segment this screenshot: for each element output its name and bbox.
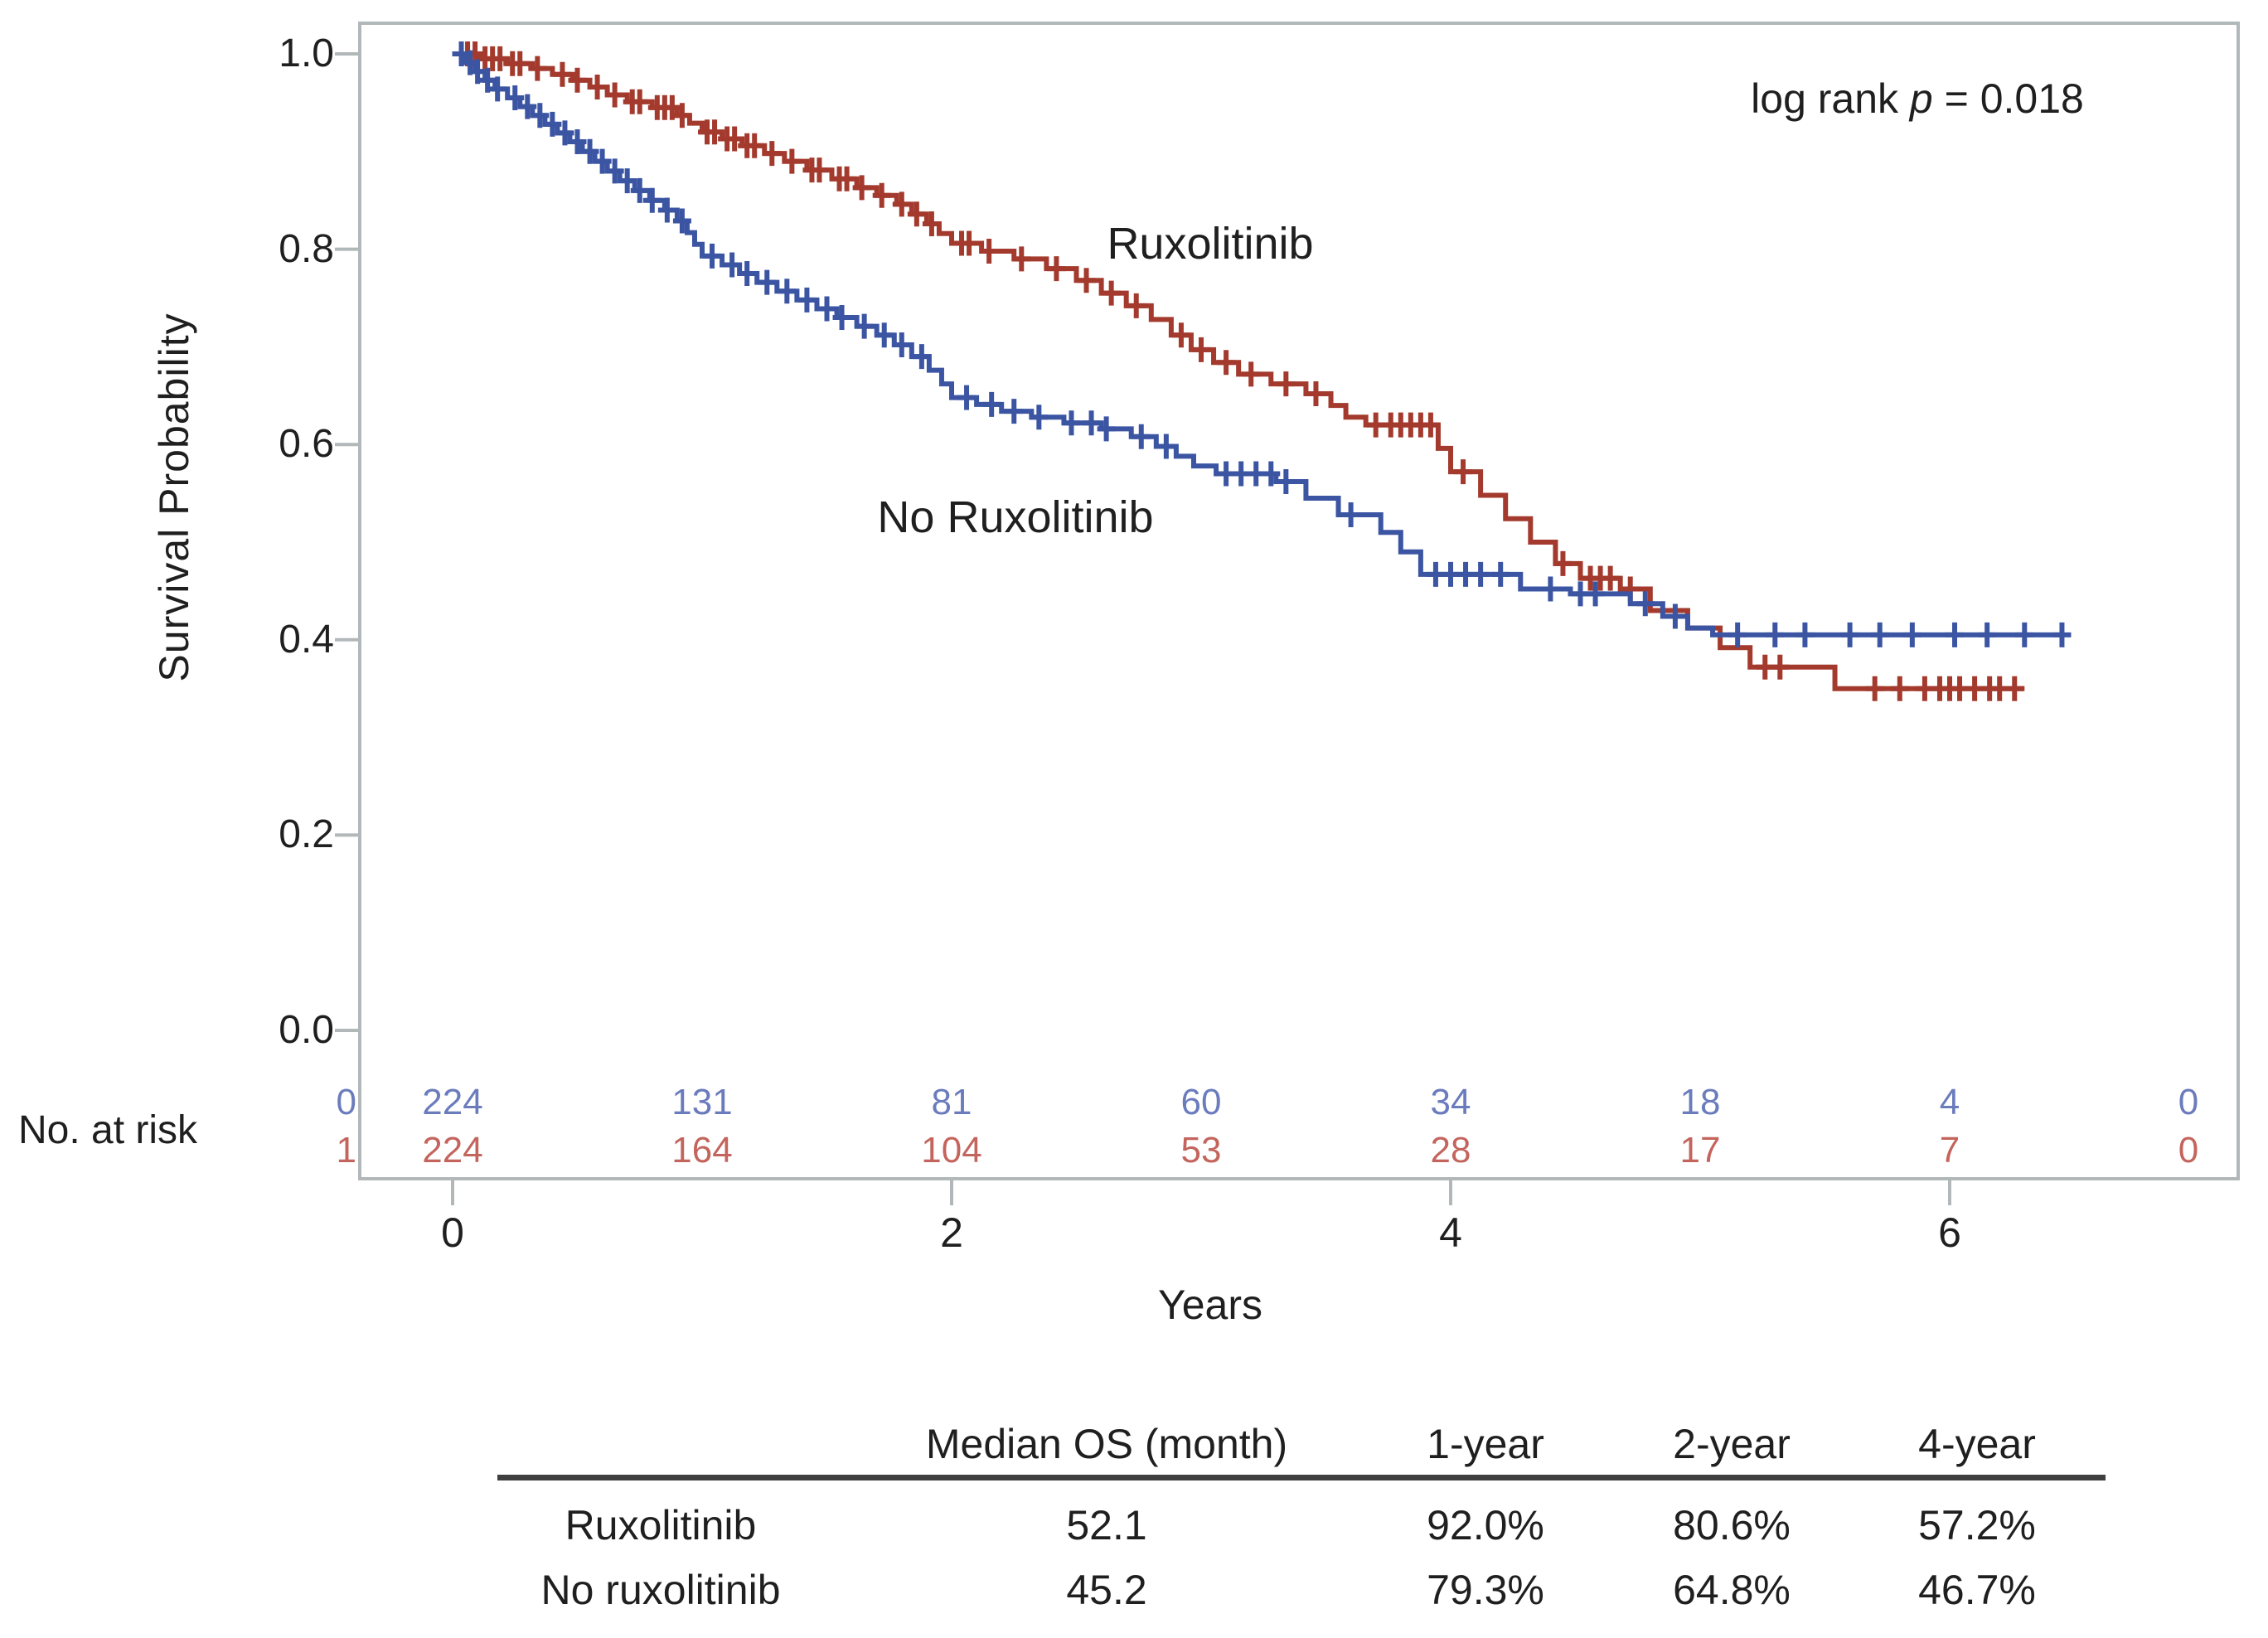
at-risk-count: 164 [671, 1130, 733, 1170]
at-risk-count: 17 [1679, 1130, 1721, 1170]
at-risk-count: 34 [1430, 1082, 1471, 1122]
at-risk-title: No. at risk [18, 1108, 198, 1152]
summary-value: 92.0% [1427, 1502, 1544, 1548]
summary-header-median-os: Median OS (month) [925, 1421, 1288, 1467]
y-axis-title: Survival Probability [151, 313, 197, 682]
curve-label-ruxolitinib: Ruxolitinib [1107, 219, 1314, 269]
summary-header-1-year: 1-year [1427, 1421, 1544, 1467]
summary-table-rule [497, 1475, 2106, 1480]
summary-value: 64.8% [1673, 1567, 1791, 1613]
at-risk-count: 224 [422, 1082, 483, 1122]
summary-header-4-year: 4-year [1918, 1421, 2036, 1467]
summary-header-2-year: 2-year [1673, 1421, 1791, 1467]
at-risk-count: 131 [671, 1082, 733, 1122]
summary-value: 57.2% [1918, 1502, 2036, 1548]
at-risk-count: 0 [2178, 1082, 2199, 1122]
at-risk-count: 4 [1939, 1082, 1960, 1122]
y-tick-label-0.2: 0.2 [279, 812, 334, 856]
x-tick-label-4: 4 [1439, 1209, 1462, 1256]
log-rank-p-symbol: p [1909, 75, 1933, 122]
summary-value: 52.1 [1066, 1502, 1147, 1548]
at-risk-count: 81 [931, 1082, 972, 1122]
summary-value: 79.3% [1427, 1567, 1544, 1613]
y-tick-label-0.8: 0.8 [279, 227, 334, 271]
at-risk-count: 0 [2178, 1130, 2199, 1170]
at-risk-count: 104 [921, 1130, 982, 1170]
at-risk-count: 60 [1180, 1082, 1222, 1122]
x-tick-label-2: 2 [940, 1209, 963, 1256]
at-risk-count: 7 [1939, 1130, 1960, 1170]
summary-value: 80.6% [1673, 1502, 1791, 1548]
y-tick-label-1.0: 1.0 [279, 32, 334, 75]
summary-row-label: No ruxolitinib [540, 1567, 781, 1613]
log-rank-value: = 0.018 [1932, 75, 2084, 122]
at-risk-group-0-label: 0 [336, 1082, 356, 1122]
x-tick-label-6: 6 [1938, 1209, 1961, 1256]
summary-value: 46.7% [1918, 1567, 2036, 1613]
y-tick-label-0.6: 0.6 [279, 422, 334, 466]
curve-label-no-ruxolitinib: No Ruxolitinib [877, 492, 1154, 542]
at-risk-count: 53 [1180, 1130, 1222, 1170]
y-tick-label-0.4: 0.4 [279, 618, 334, 662]
y-tick-label-0.0: 0.0 [279, 1008, 334, 1052]
summary-row-label: Ruxolitinib [565, 1502, 757, 1548]
x-axis-title: Years [1157, 1282, 1263, 1328]
at-risk-count: 18 [1679, 1082, 1721, 1122]
at-risk-count: 28 [1430, 1130, 1471, 1170]
at-risk-group-1-label: 1 [336, 1130, 356, 1170]
log-rank-annotation: log rank p = 0.018 [1751, 75, 2084, 123]
log-rank-prefix: log rank [1751, 75, 1910, 122]
at-risk-count: 224 [422, 1130, 483, 1170]
summary-value: 45.2 [1066, 1567, 1147, 1613]
x-tick-label-0: 0 [441, 1209, 464, 1256]
